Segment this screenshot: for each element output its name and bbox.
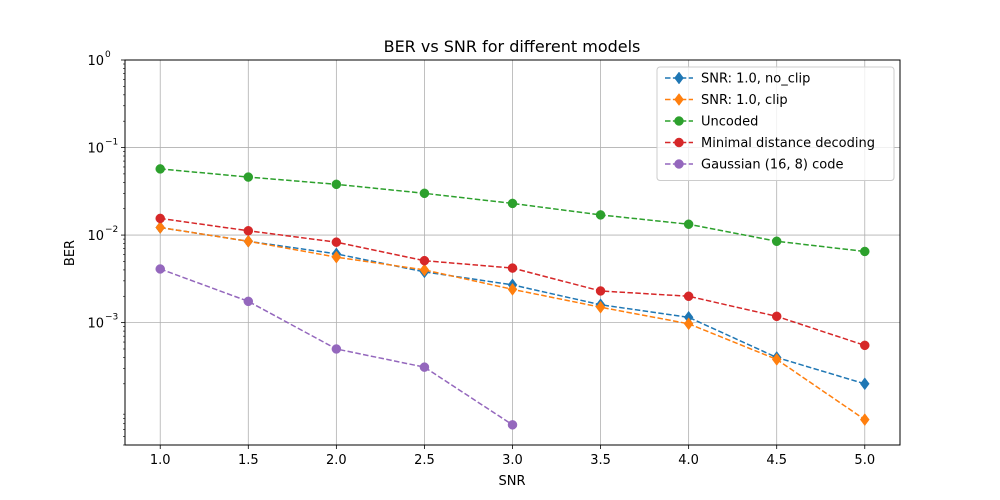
y-tick-label: 10 (87, 317, 104, 332)
data-point (507, 263, 518, 273)
data-point (243, 296, 254, 307)
x-tick-label: 5.0 (854, 453, 875, 468)
legend-swatch-marker (674, 159, 684, 169)
legend-item: Gaussian (16, 8) code (665, 158, 843, 173)
legend-swatch-marker (674, 116, 684, 126)
data-point (331, 250, 342, 264)
data-point (683, 317, 694, 331)
legend-item: SNR: 1.0, clip (665, 93, 788, 108)
legend-swatch-marker (674, 93, 684, 106)
x-tick-label: 3.0 (502, 453, 523, 468)
data-point (419, 255, 430, 266)
data-point (331, 237, 342, 247)
data-point (331, 344, 342, 354)
x-tick-label: 3.5 (590, 453, 611, 468)
x-axis-label: SNR (498, 474, 525, 489)
y-tick-label: 10 (87, 142, 104, 157)
data-point (243, 172, 254, 182)
chart-title: BER vs SNR for different models (384, 37, 641, 56)
data-point (683, 291, 694, 302)
legend-label: SNR: 1.0, clip (701, 93, 788, 108)
legend-label: Gaussian (16, 8) code (701, 158, 843, 173)
legend-frame (656, 66, 895, 181)
legend-item: Minimal distance decoding (665, 136, 875, 151)
y-axis-label: BER (63, 240, 78, 266)
data-point (507, 282, 518, 296)
data-point (771, 236, 782, 247)
data-point (419, 362, 430, 372)
series-4 (155, 264, 518, 430)
data-point (683, 219, 694, 229)
y-tick-exponent: −1 (105, 138, 118, 148)
data-point (771, 311, 782, 322)
legend-swatch-marker (674, 71, 684, 85)
data-point (860, 246, 870, 257)
series-3 (155, 213, 870, 351)
series-2 (155, 164, 870, 257)
x-tick-label: 2.5 (414, 453, 435, 468)
legend-swatch-marker (674, 137, 684, 148)
y-tick-label: 10 (87, 229, 104, 244)
y-tick-exponent: −2 (105, 225, 118, 235)
x-tick-label: 1.5 (238, 453, 259, 468)
data-point (243, 226, 254, 236)
y-tick-exponent: 0 (105, 50, 111, 60)
data-point (155, 164, 165, 174)
y-tick-exponent: −3 (105, 313, 118, 323)
legend-label: Minimal distance decoding (701, 136, 875, 151)
data-point (595, 300, 606, 314)
x-tick-label: 2.0 (326, 453, 347, 468)
data-point (419, 263, 430, 277)
data-point (155, 221, 166, 234)
x-tick-label: 4.0 (678, 453, 699, 468)
data-point (507, 198, 518, 209)
data-point (419, 188, 430, 199)
legend: SNR: 1.0, no_clip SNR: 1.0, clip Uncoded Mi… (656, 66, 895, 181)
data-point (859, 413, 870, 427)
data-point (859, 377, 870, 391)
data-point (771, 352, 782, 366)
data-point (243, 234, 254, 248)
data-point (155, 213, 165, 224)
x-tick-label: 4.5 (766, 453, 787, 468)
legend-item: Uncoded (665, 115, 758, 130)
data-point (595, 286, 606, 296)
series-1 (155, 221, 870, 427)
x-tick-label: 1.0 (150, 453, 171, 468)
series-layer (155, 164, 870, 430)
y-tick-label: 10 (87, 54, 104, 69)
data-point (860, 340, 870, 351)
legend-label: SNR: 1.0, no_clip (701, 72, 810, 87)
legend-item: SNR: 1.0, no_clip (665, 72, 810, 87)
data-point (595, 210, 606, 220)
data-point (507, 420, 518, 430)
legend-label: Uncoded (701, 115, 758, 130)
data-point (331, 179, 342, 190)
data-point (155, 264, 165, 274)
